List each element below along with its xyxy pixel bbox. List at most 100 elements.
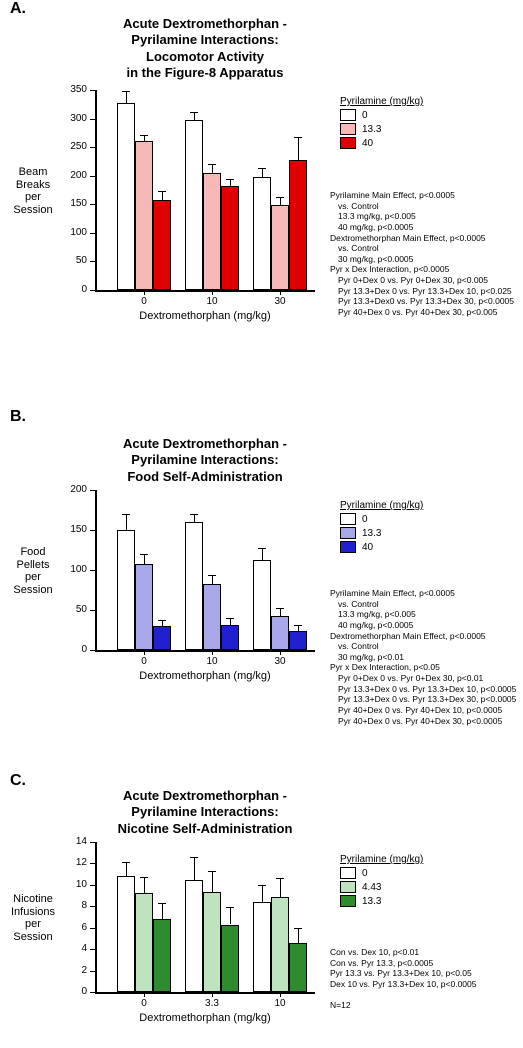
y-tick [90,290,95,291]
legend-item: 4.43 [340,881,423,893]
chart-area: 05010015020001030 [95,490,315,650]
y-tick-label: 4 [55,943,87,954]
y-tick-label: 250 [55,141,87,152]
legend-label: 13.3 [362,124,381,135]
y-tick [90,119,95,120]
stats-line: vs. Control [330,641,520,652]
error-bar [126,514,127,530]
y-tick-label: 8 [55,900,87,911]
legend-label: 13.3 [362,528,381,539]
stats-block: Pyrilamine Main Effect, p<0.0005vs. Cont… [330,588,520,726]
error-bar [126,91,127,102]
legend-item: 0 [340,867,423,879]
legend-item: 0 [340,513,423,525]
error-cap [294,625,302,626]
error-cap [190,857,198,858]
error-bar [212,871,213,892]
y-axis [95,90,97,290]
error-bar [144,877,145,893]
bar [153,200,171,290]
panel-label: C. [10,772,26,790]
stats-line: vs. Control [330,243,520,254]
stats-line: Pyr 40+Dex 0 vs. Pyr 40+Dex 10, p<0.0005 [330,705,520,716]
x-tick [144,650,145,655]
error-cap [190,112,198,113]
stats-block: Pyrilamine Main Effect, p<0.0005vs. Cont… [330,190,520,318]
title-line: Pyrilamine Interactions: [131,452,278,467]
legend-item: 13.3 [340,895,423,907]
legend-swatch [340,137,356,149]
chart-title: Acute Dextromethorphan -Pyrilamine Inter… [85,16,325,81]
y-tick [90,490,95,491]
legend-swatch [340,867,356,879]
y-tick-label: 0 [55,986,87,997]
stats-line: Pyr 13.3+Dex0 vs. Pyr 13.3+Dex 30, p<0.0… [330,296,520,307]
bar [271,205,289,290]
y-tick [90,570,95,571]
stats-line: 13.3 mg/kg, p<0.005 [330,609,520,620]
error-bar [262,548,263,560]
error-cap [258,548,266,549]
x-tick [212,290,213,295]
x-axis [95,992,315,994]
y-tick [90,992,95,993]
error-bar [262,885,263,902]
bar [185,120,203,290]
y-tick [90,949,95,950]
ylabel-line: Infusions [11,906,55,918]
ylabel-line: Beam [19,166,48,178]
x-axis-label: Dextromethorphan (mg/kg) [95,1012,315,1024]
error-cap [140,554,148,555]
x-tick-label: 3.3 [197,998,227,1009]
x-axis [95,290,315,292]
y-axis-label: Food PelletsperSession [8,546,58,597]
legend-item: 0 [340,109,423,121]
error-cap [226,179,234,180]
y-tick [90,906,95,907]
error-cap [226,907,234,908]
y-tick [90,90,95,91]
chart-title: Acute Dextromethorphan -Pyrilamine Inter… [85,788,325,837]
error-cap [258,885,266,886]
x-axis [95,650,315,652]
y-tick [90,610,95,611]
error-bar [230,618,231,625]
chart-area: 0246810121403.310 [95,842,315,992]
error-bar [230,179,231,186]
stats-line: Con vs. Pyr 13.3, p<0.0005 [330,958,520,969]
bar [289,631,307,650]
legend-swatch [340,895,356,907]
x-tick-label: 10 [197,656,227,667]
bar [135,141,153,290]
ylabel-line: per [25,191,41,203]
legend-swatch [340,109,356,121]
stats-line: Pyr 13.3+Dex 0 vs. Pyr 13.3+Dex 30, p<0.… [330,694,520,705]
x-axis-label: Dextromethorphan (mg/kg) [95,310,315,322]
ylabel-line: Session [13,204,52,216]
error-cap [294,928,302,929]
bar [221,186,239,290]
y-tick-label: 100 [55,564,87,575]
bar [185,522,203,650]
legend-label: 4.43 [362,882,381,893]
chart-title: Acute Dextromethorphan -Pyrilamine Inter… [85,436,325,485]
error-cap [158,903,166,904]
y-tick [90,261,95,262]
stats-line: Pyr 40+Dex 0 vs. Pyr 40+Dex 30, p<0.0005 [330,716,520,727]
bar [253,177,271,290]
y-tick-label: 200 [55,484,87,495]
error-bar [194,857,195,880]
error-bar [212,575,213,585]
stats-line: 30 mg/kg, p<0.0005 [330,254,520,265]
y-tick-label: 0 [55,644,87,655]
x-tick-label: 0 [129,656,159,667]
y-tick-label: 50 [55,604,87,615]
stats-line: Pyr 13.3+Dex 0 vs. Pyr 13.3+Dex 10, p<0.… [330,684,520,695]
y-axis-label: BeamBreaksperSession [8,166,58,217]
error-bar [280,878,281,896]
stats-line: N=12 [330,1000,520,1011]
legend-label: 40 [362,138,373,149]
y-tick-label: 150 [55,524,87,535]
y-tick [90,204,95,205]
stats-line: Dex 10 vs. Pyr 13.3+Dex 10, p<0.0005 [330,979,520,990]
